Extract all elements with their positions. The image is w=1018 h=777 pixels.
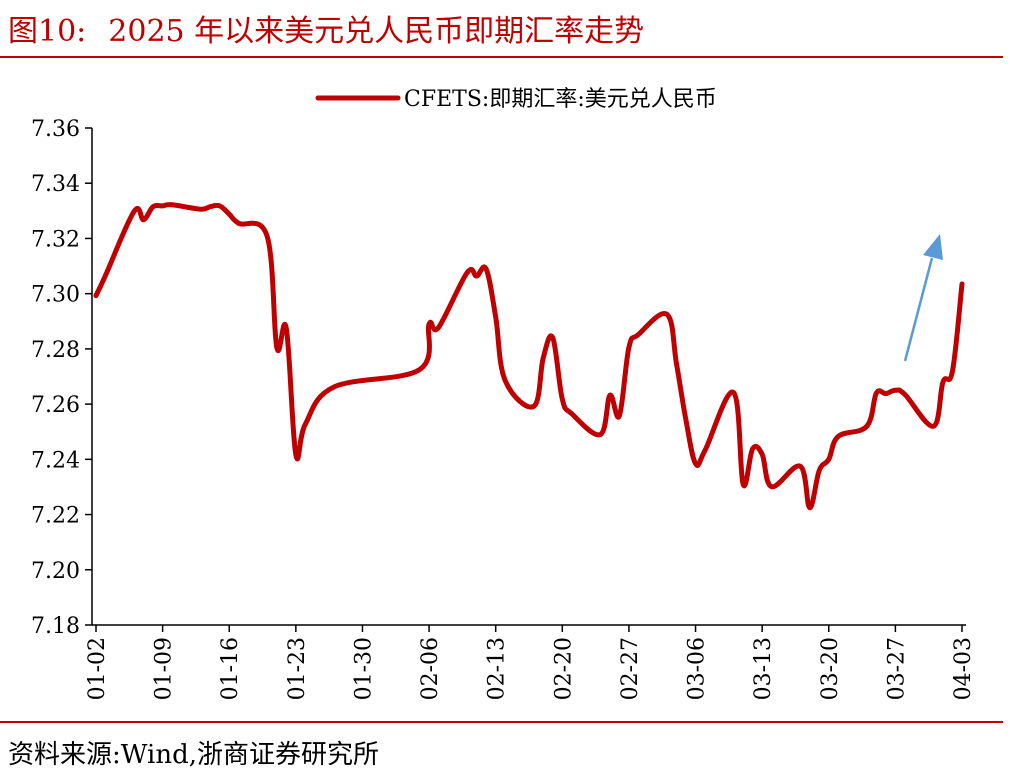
trend-arrow bbox=[903, 234, 943, 362]
x-axis: 01-02 01-09 01-16 01-23 01-30 02-06 02-13 02-20… bbox=[85, 624, 976, 700]
y-tick-label: 7.30 bbox=[31, 283, 80, 308]
y-tick-label: 7.36 bbox=[31, 117, 80, 142]
y-tick-label: 7.18 bbox=[31, 614, 80, 639]
x-tick-label: 02-13 bbox=[485, 637, 510, 700]
title-bar: 图10: 2025 年以来美元兑人民币即期汇率走势 bbox=[0, 0, 1018, 56]
y-tick-label: 7.32 bbox=[31, 227, 80, 252]
x-tick-label: 01-30 bbox=[351, 637, 376, 700]
legend-label: CFETS:即期汇率:美元兑人民币 bbox=[404, 87, 717, 112]
x-tick-label: 01-02 bbox=[85, 637, 110, 700]
figure-number: 图10: bbox=[8, 14, 87, 49]
x-tick-label: 01-16 bbox=[218, 637, 243, 700]
x-tick-label: 02-06 bbox=[418, 637, 443, 700]
y-tick-label: 7.26 bbox=[31, 393, 80, 418]
x-tick-label: 01-09 bbox=[152, 637, 177, 700]
x-tick-label: 04-03 bbox=[951, 637, 976, 700]
x-tick-label: 03-27 bbox=[884, 637, 909, 700]
figure-title: 图10: 2025 年以来美元兑人民币即期汇率走势 bbox=[8, 6, 644, 50]
series-line-usdcny bbox=[93, 202, 965, 511]
series-layer bbox=[93, 202, 965, 511]
trend-arrow-shaft bbox=[903, 257, 934, 362]
x-tick-label: 02-27 bbox=[618, 637, 643, 700]
figure-title-text: 2025 年以来美元兑人民币即期汇率走势 bbox=[108, 14, 645, 49]
y-tick-label: 7.24 bbox=[31, 448, 80, 473]
legend: CFETS:即期汇率:美元兑人民币 bbox=[315, 87, 717, 112]
y-axis: 7.18 7.20 7.22 7.24 7.26 7.28 7.30 7.32 7.34 7.36 bbox=[31, 117, 93, 639]
top-rule bbox=[0, 56, 1003, 58]
bottom-rule bbox=[0, 721, 1003, 723]
y-tick-label: 7.22 bbox=[31, 504, 80, 529]
y-tick-label: 7.28 bbox=[31, 338, 80, 363]
y-tick-label: 7.20 bbox=[31, 559, 80, 584]
x-tick-label: 03-06 bbox=[685, 637, 710, 700]
line-chart: 7.18 7.20 7.22 7.24 7.26 7.28 7.30 7.32 7.34 7.36… bbox=[31, 87, 976, 700]
y-tick-label: 7.34 bbox=[31, 172, 80, 197]
x-tick-label: 02-20 bbox=[551, 637, 576, 700]
x-tick-label: 01-23 bbox=[285, 637, 310, 700]
x-tick-label: 03-20 bbox=[818, 637, 843, 700]
source-note: 资料来源:Wind,浙商证券研究所 bbox=[8, 740, 379, 770]
x-tick-label: 03-13 bbox=[751, 637, 776, 700]
trend-arrow-head bbox=[923, 234, 943, 260]
